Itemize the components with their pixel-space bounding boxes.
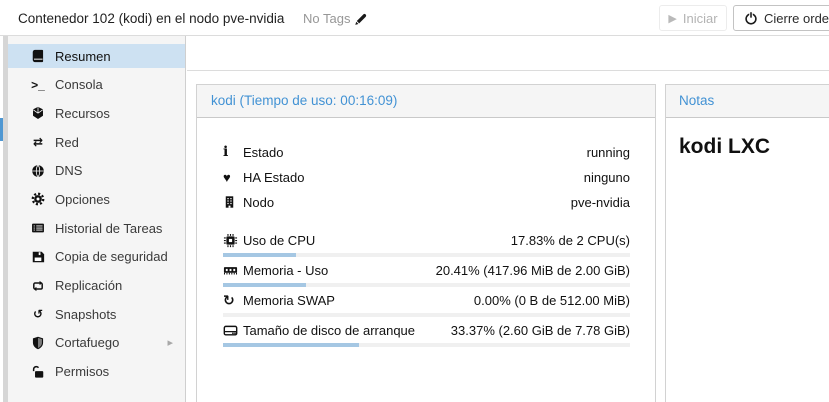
sidebar-item-replicacion[interactable]: Replicación	[8, 274, 185, 298]
power-icon	[745, 11, 757, 25]
heartbeat-icon: ♥	[223, 169, 231, 185]
unlock-icon	[30, 364, 46, 380]
sidebar-item-snapshots[interactable]: ↺ Snapshots	[8, 302, 185, 326]
row-value: pve-nvidia	[570, 194, 630, 210]
sidebar-item-permisos[interactable]: Permisos	[8, 360, 185, 384]
row-value: 33.37% (2.60 GiB de 7.78 GiB)	[450, 322, 630, 338]
sidebar-item-label: Resumen	[55, 48, 111, 64]
tree-selected-row-edge	[0, 118, 3, 141]
play-icon: ▶	[668, 12, 677, 25]
row-label: HA Estado	[243, 169, 305, 185]
task-list-icon	[30, 220, 46, 236]
notes-content-heading: kodi LXC	[679, 135, 771, 158]
resource-tree-edge	[0, 36, 8, 402]
notes-panel-title: Notas	[666, 85, 829, 118]
info-icon: i	[223, 144, 229, 160]
row-value: 0.00% (0 B de 512.00 MiB)	[473, 292, 630, 308]
sidebar-item-dns[interactable]: DNS	[8, 159, 185, 183]
row-label: Memoria SWAP	[243, 292, 335, 308]
row-value: 20.41% (417.96 MiB de 2.00 GiB)	[435, 262, 630, 278]
cube-icon	[30, 105, 46, 121]
network-icon: ⇄	[32, 135, 44, 150]
status-row-nodo: Nodo pve-nvidia	[223, 190, 630, 214]
sidebar-item-label: Cortafuego	[55, 335, 120, 351]
usage-row-bootdisk: Tamaño de disco de arranque 33.37% (2.60…	[223, 318, 630, 347]
status-row-ha-estado: ♥ HA Estado ninguno	[223, 165, 630, 189]
sidebar-item-opciones[interactable]: Opciones	[8, 187, 185, 211]
memory-icon	[223, 263, 243, 278]
row-label: Memoria - Uso	[243, 262, 329, 278]
start-button-label: Iniciar	[682, 10, 718, 26]
memory-progress-bar	[223, 283, 630, 287]
book-icon	[30, 48, 46, 64]
shield-icon	[30, 335, 46, 351]
row-label: Tamaño de disco de arranque	[243, 322, 416, 338]
edit-pencil-icon[interactable]	[354, 12, 368, 26]
row-label: Uso de CPU	[243, 232, 316, 248]
row-label: Nodo	[243, 194, 275, 210]
sidebar-item-red[interactable]: ⇄ Red	[8, 130, 185, 154]
row-value: ninguno	[583, 169, 630, 185]
status-panel-body: i Estado running ♥ HA Estado ninguno Nod…	[197, 118, 655, 347]
bootdisk-progress-bar	[223, 343, 630, 347]
sidebar-item-cortafuego[interactable]: Cortafuego ▸	[8, 331, 185, 355]
page-title: Contenedor 102 (kodi) en el nodo pve-nvi…	[18, 11, 285, 26]
row-value: running	[586, 144, 630, 160]
building-icon	[223, 195, 243, 209]
guest-nav-menu: Resumen >_ Consola Recursos ⇄ Red DNS	[8, 36, 186, 402]
start-button[interactable]: ▶ Iniciar	[659, 5, 727, 31]
guest-header-bar: Contenedor 102 (kodi) en el nodo pve-nvi…	[0, 0, 829, 36]
sidebar-item-label: Copia de seguridad	[55, 249, 168, 265]
floppy-icon	[30, 249, 46, 265]
status-panel-title: kodi (Tiempo de uso: 00:16:09)	[197, 85, 655, 118]
row-label: Estado	[243, 144, 284, 160]
swap-icon: ↻	[223, 291, 235, 308]
tags-label: No Tags	[303, 11, 351, 26]
notes-panel: Notas kodi LXC	[665, 84, 829, 402]
notes-panel-body[interactable]: kodi LXC	[666, 118, 829, 176]
sidebar-item-label: Recursos	[55, 105, 110, 121]
hdd-icon	[223, 323, 243, 338]
globe-icon	[30, 163, 46, 179]
gear-icon	[30, 191, 46, 207]
sidebar-item-recursos[interactable]: Recursos	[8, 101, 185, 125]
sidebar-item-copia-de-seguridad[interactable]: Copia de seguridad	[8, 245, 185, 269]
tree-scrollbar[interactable]	[3, 36, 8, 402]
replication-icon	[30, 278, 46, 294]
sidebar-item-historial-de-tareas[interactable]: Historial de Tareas	[8, 216, 185, 240]
sidebar-item-label: Consola	[55, 77, 103, 93]
row-value: 17.83% de 2 CPU(s)	[510, 232, 630, 248]
chevron-right-icon: ▸	[167, 337, 173, 350]
sidebar-item-resumen[interactable]: Resumen	[8, 44, 185, 68]
status-panel: kodi (Tiempo de uso: 00:16:09) i Estado …	[196, 84, 656, 402]
sidebar-item-label: DNS	[55, 163, 83, 179]
cpu-icon	[223, 233, 243, 248]
status-row-estado: i Estado running	[223, 140, 630, 164]
history-icon: ↺	[32, 307, 44, 322]
shutdown-button-label: Cierre ordena	[764, 10, 829, 26]
sidebar-item-label: Replicación	[55, 278, 123, 293]
terminal-icon: >_	[31, 77, 45, 92]
cpu-progress-bar	[223, 253, 630, 257]
usage-row-memoria: Memoria - Uso 20.41% (417.96 MiB de 2.00…	[223, 258, 630, 287]
sidebar-item-label: Historial de Tareas	[55, 220, 163, 236]
swap-progress-bar	[223, 313, 630, 317]
sidebar-item-label: Snapshots	[55, 306, 117, 322]
sidebar-item-label: Opciones	[55, 191, 110, 207]
sidebar-item-consola[interactable]: >_ Consola	[8, 73, 185, 97]
sidebar-item-label: Red	[55, 134, 79, 150]
usage-row-cpu: Uso de CPU 17.83% de 2 CPU(s)	[223, 228, 630, 257]
usage-row-swap: ↻ Memoria SWAP 0.00% (0 B de 512.00 MiB)	[223, 288, 630, 317]
tags-editor[interactable]: No Tags	[303, 11, 368, 26]
shutdown-button[interactable]: Cierre ordena	[733, 5, 829, 31]
sidebar-item-label: Permisos	[55, 364, 110, 380]
content-top-divider	[187, 70, 829, 71]
